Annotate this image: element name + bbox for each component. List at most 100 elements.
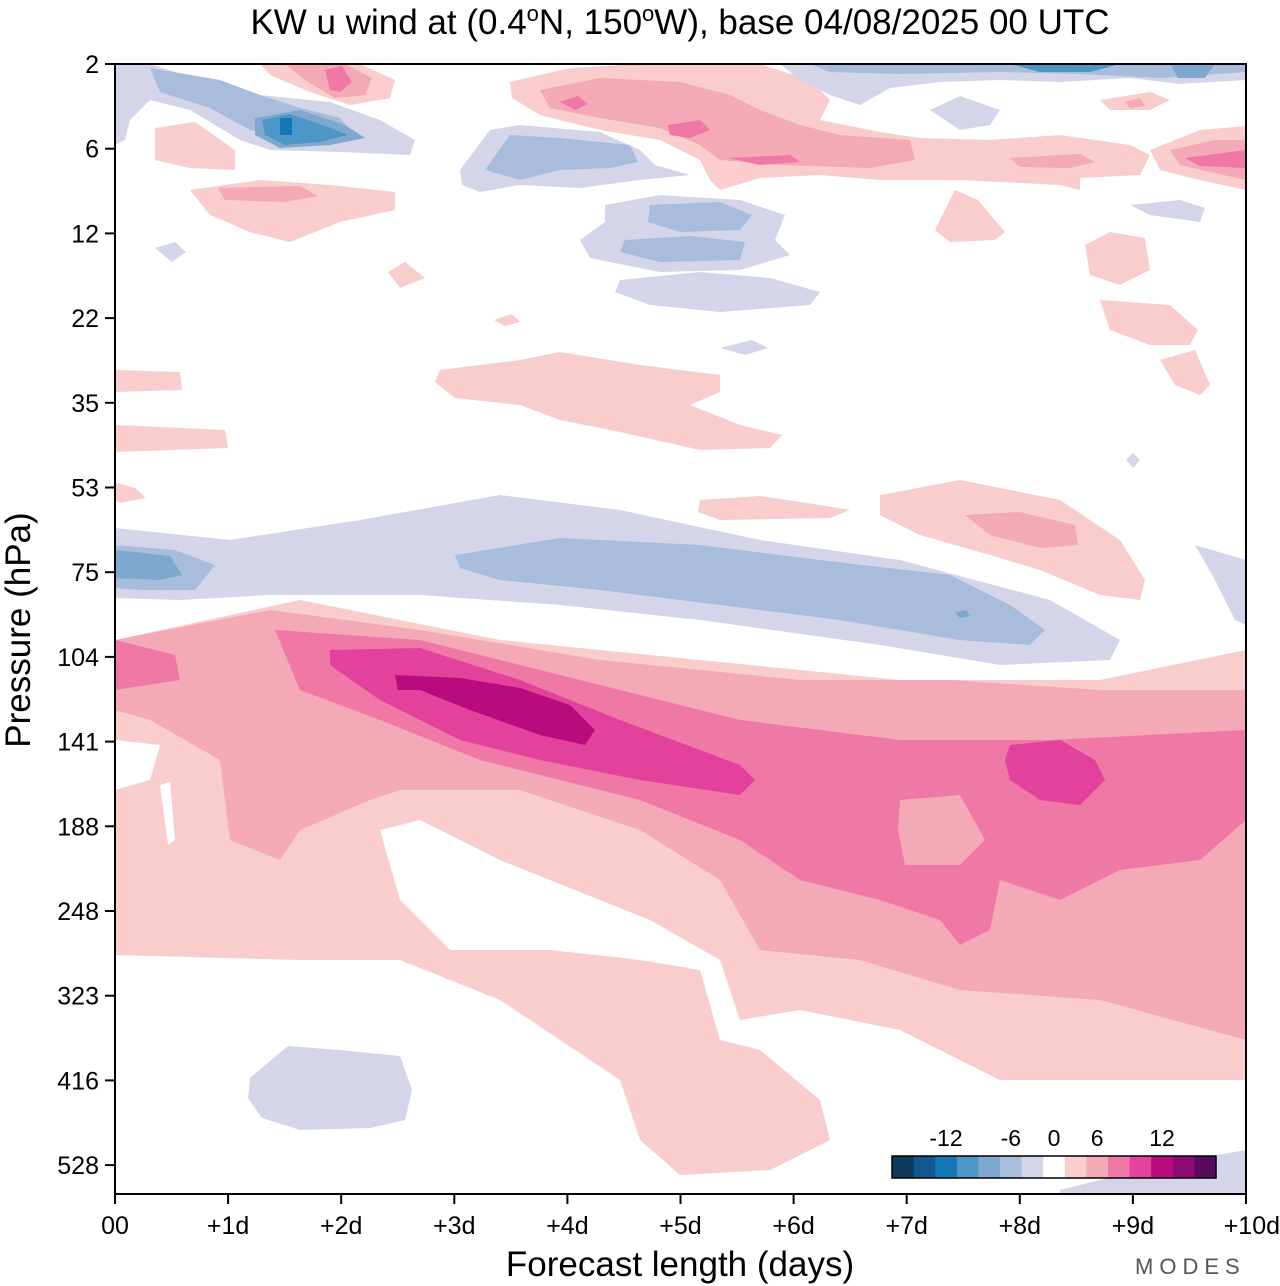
colorbar-swatch (1021, 1156, 1044, 1178)
contour-pos-upper-right-b (1125, 98, 1145, 108)
contour-pos-12 (388, 262, 425, 288)
contour-neg-12b (648, 202, 752, 232)
contour-pos-35-right (1100, 300, 1198, 345)
x-tick-label: +7d (885, 1212, 927, 1240)
y-tick-label: 188 (57, 813, 99, 841)
contour-pos-upper-mid-c (560, 96, 588, 110)
colorbar-swatch (1064, 1156, 1087, 1178)
colorbar-swatch (1000, 1156, 1023, 1178)
y-tick-label: 528 (57, 1152, 99, 1180)
contour-pos-upper-top-c (325, 66, 352, 92)
x-tick-label: +5d (659, 1212, 701, 1240)
x-tick-label: +2d (320, 1212, 362, 1240)
y-tick-label: 35 (71, 390, 99, 418)
contour-pos-core (395, 675, 595, 745)
y-tick-label: 22 (71, 305, 99, 333)
x-tick-label: +10d (1224, 1212, 1280, 1240)
contour-pos-53d (115, 482, 146, 503)
contour-neg-22b (720, 340, 768, 355)
contour-pos-35 (435, 352, 782, 450)
contour-neg-22 (615, 272, 820, 312)
y-tick-label: 248 (57, 898, 99, 926)
contour-pos-35-left2 (115, 425, 228, 452)
colorbar-swatch (1129, 1156, 1152, 1178)
y-tick-label: 104 (57, 644, 99, 672)
y-axis-title: Pressure (hPa) (0, 512, 38, 747)
y-tick-label: 141 (57, 729, 99, 757)
contour-neg-upper-left-e (280, 118, 292, 135)
colorbar-swatch (1172, 1156, 1195, 1178)
colorbar-swatch (1086, 1156, 1109, 1178)
contour-pos-35-right2 (1160, 350, 1210, 395)
colorbar-frame (891, 1155, 1217, 1179)
contour-pos-12-right (935, 190, 1005, 242)
x-tick-label: +4d (546, 1212, 588, 1240)
y-tick-label: 53 (71, 475, 99, 503)
contour-neg-diamond (1126, 453, 1140, 468)
contour-pos-light-slit (160, 782, 175, 845)
contour-neg-mid (455, 538, 1045, 645)
axes: 2 6 12 22 35 53 75 104 141 188 248 323 416 528 00 +1d +… (57, 51, 1280, 1240)
contour-neg-upper-top-d (1170, 64, 1215, 78)
contour-pos-hole (898, 795, 985, 865)
colorbar-swatch (1108, 1156, 1131, 1178)
colorbar-swatch (935, 1156, 958, 1178)
contour-neg-12-left (155, 242, 186, 262)
colorbar-swatch (913, 1156, 936, 1178)
x-tick-label: +8d (999, 1212, 1041, 1240)
contour-pos-light-small (115, 740, 160, 790)
contour-neg-strong-left (115, 550, 182, 580)
x-tick-label: +6d (772, 1212, 814, 1240)
contour-neg-light-right (1195, 545, 1246, 625)
contour-pos-upper-left-b (218, 186, 318, 202)
contour-neg-12-right (1130, 200, 1205, 222)
x-axis-title: Forecast length (days) (506, 1245, 854, 1284)
colorbar-label: 12 (1149, 1125, 1175, 1151)
colorbar-label: 6 (1091, 1125, 1104, 1151)
contour-neg-upper-right (930, 96, 1000, 130)
colorbar: -12 -6 0 6 12 (891, 1125, 1217, 1179)
y-tick-label: 12 (71, 220, 99, 248)
colorbar-swatch (978, 1156, 1001, 1178)
contour-neg-dot (955, 610, 970, 618)
contour-pos-hot-b (1005, 740, 1105, 805)
colorbar-swatch (956, 1156, 979, 1178)
colorbar-swatch (1194, 1156, 1217, 1178)
contour-neg-upper-top-b (810, 64, 1246, 78)
y-tick-label: 323 (57, 983, 99, 1011)
chart-title: KW u wind at (0.4oN, 150oW), base 04/08/… (250, 1, 1109, 42)
contour-neg-upper-mid-b (485, 135, 638, 180)
x-tick-label: +1d (207, 1212, 249, 1240)
brand-logo: MODES (1135, 1254, 1246, 1279)
y-tick-label: 2 (85, 51, 99, 79)
contour-neg-upper-top-c (1010, 64, 1120, 72)
contour-pos-upper-mid-f (1010, 154, 1095, 168)
contour-pos-upper-mid-b (540, 78, 915, 168)
contour-pos-upper-left2 (155, 122, 235, 170)
colorbar-swatch (1043, 1156, 1066, 1178)
contour-pos-upper-right2-c (1185, 150, 1246, 168)
colorbar-label: -6 (1001, 1125, 1021, 1151)
contour-pos-53b (965, 512, 1078, 548)
contour-pos-strong (115, 640, 180, 690)
y-tick-label: 416 (57, 1067, 99, 1095)
y-tick-label: 75 (71, 559, 99, 587)
contour-field (115, 64, 1246, 1194)
contour-neg-416 (248, 1046, 412, 1130)
colorbar-label: -12 (929, 1125, 962, 1151)
y-tick-label: 6 (85, 136, 99, 164)
x-tick-label: +3d (433, 1212, 475, 1240)
contour-pos-upper-mid-d (668, 120, 710, 138)
contour-pos-35-left (115, 370, 182, 392)
contour-neg-12c (620, 236, 745, 262)
contour-pos-22-right (1085, 232, 1150, 285)
contour-pos-22 (494, 314, 520, 326)
x-tick-label: +9d (1112, 1212, 1154, 1240)
x-tick-label: 00 (101, 1212, 129, 1240)
contour-pos-53c (698, 496, 850, 520)
colorbar-swatch (1151, 1156, 1174, 1178)
colorbar-label: 0 (1048, 1125, 1061, 1151)
colorbar-swatch (892, 1156, 915, 1178)
contour-pos-upper-mid-e (728, 155, 800, 165)
